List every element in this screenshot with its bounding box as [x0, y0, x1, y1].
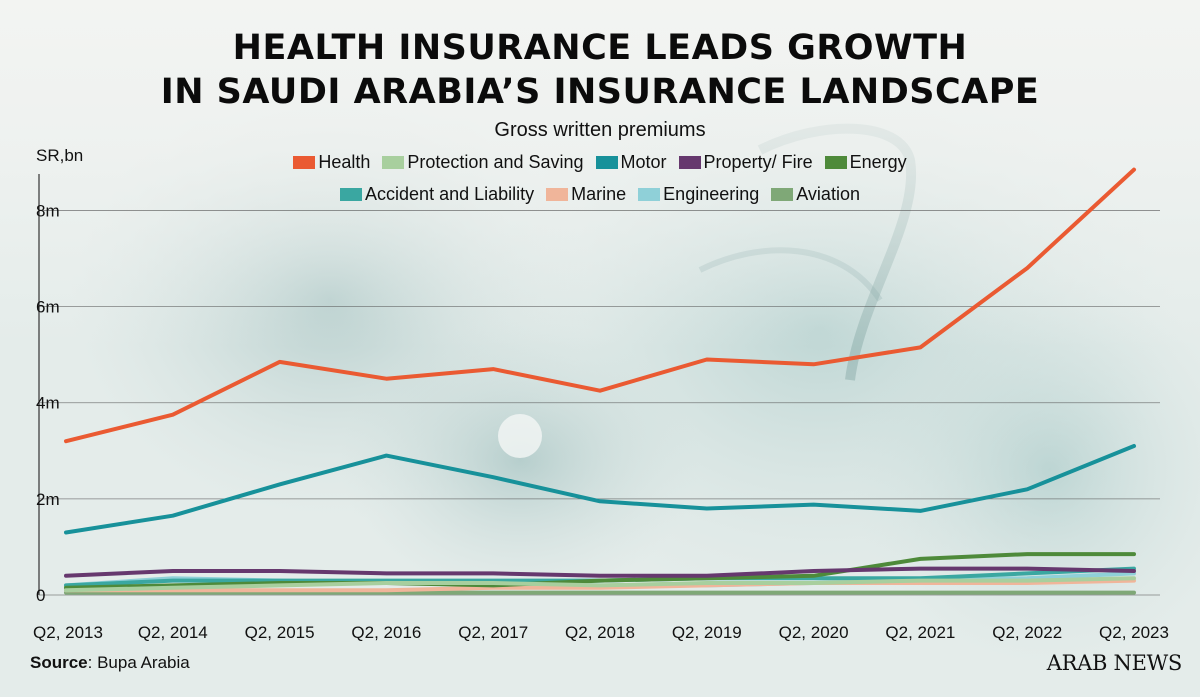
chart-subtitle: Gross written premiums	[494, 119, 706, 141]
legend-swatch	[771, 188, 794, 201]
x-tick-label: Q2, 2014	[138, 623, 208, 642]
chart-title: HEALTH INSURANCE LEADS GROWTH IN SAUDI A…	[0, 26, 1200, 114]
legend-row-1: Health Protection and Saving Motor Property…	[0, 152, 1200, 173]
legend-row-2: Accident and Liability Marine Engineering A…	[0, 184, 1200, 205]
legend-item: Protection and Saving	[382, 152, 584, 173]
legend-item: Accident and Liability	[340, 184, 534, 205]
legend-label: Energy	[849, 152, 907, 172]
legend-item: Property/ Fire	[678, 152, 813, 173]
y-tick-label: 8m	[36, 201, 60, 220]
y-tick-label: 4m	[36, 394, 60, 413]
x-tick-label: Q2, 2019	[672, 623, 742, 642]
legend-swatch	[824, 156, 847, 169]
y-tick-label: 2m	[36, 490, 60, 509]
legend-item: Health	[293, 152, 370, 173]
series-line-marine	[64, 578, 1136, 593]
legend-item: Motor	[595, 152, 667, 173]
legend-label: Aviation	[796, 184, 860, 204]
title-line-1: HEALTH INSURANCE LEADS GROWTH	[232, 28, 968, 68]
legend-swatch	[340, 188, 363, 201]
series-line-motor	[64, 444, 1136, 535]
legend-swatch	[546, 188, 569, 201]
x-tick-label: Q2, 2016	[351, 623, 421, 642]
legend-label: Engineering	[663, 184, 760, 204]
x-tick-label: Q2, 2015	[245, 623, 315, 642]
source-text: : Bupa Arabia	[87, 653, 190, 672]
legend-item: Marine	[546, 184, 626, 205]
x-tick-label: Q2, 2022	[992, 623, 1062, 642]
series-line-health	[64, 167, 1136, 444]
x-tick-label: Q2, 2017	[458, 623, 528, 642]
legend-item: Engineering	[638, 184, 759, 205]
legend-label: Motor	[620, 152, 667, 172]
legend-swatch	[293, 156, 316, 169]
title-line-2: IN SAUDI ARABIA’S INSURANCE LANDSCAPE	[160, 72, 1040, 112]
series-line-property-fire	[64, 566, 1136, 578]
x-tick-label: Q2, 2020	[779, 623, 849, 642]
source-label: Source	[30, 653, 88, 672]
x-tick-label: Q2, 2021	[885, 623, 955, 642]
legend-swatch	[595, 156, 618, 169]
legend-swatch	[382, 156, 405, 169]
x-tick-label: Q2, 2023	[1099, 623, 1169, 642]
legend-item: Energy	[824, 152, 907, 173]
legend-swatch	[678, 156, 701, 169]
series-line-energy	[64, 552, 1136, 590]
legend-label: Marine	[571, 184, 627, 204]
brand-logo: ARAB NEWS	[1046, 651, 1183, 675]
x-tick-label: Q2, 2018	[565, 623, 635, 642]
legend-swatch	[638, 188, 661, 201]
legend-label: Health	[318, 152, 371, 172]
x-tick-label: Q2, 2013	[33, 623, 103, 642]
source-note: Source: Bupa Arabia	[30, 653, 190, 673]
legend-label: Protection and Saving	[407, 152, 584, 172]
legend-label: Accident and Liability	[365, 184, 535, 204]
y-tick-label: 6m	[36, 298, 60, 317]
y-tick-label: 0	[36, 586, 45, 605]
y-axis-label: SR,bn	[36, 146, 84, 165]
series-line-protection-and-saving	[64, 576, 1136, 593]
legend-item: Aviation	[771, 184, 860, 205]
legend-label: Property/ Fire	[703, 152, 813, 172]
